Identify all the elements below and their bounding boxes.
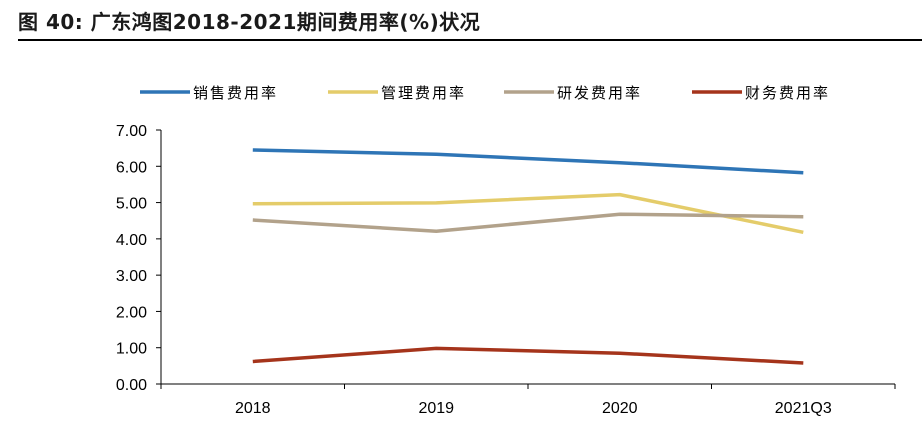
y-axis: 0.00 1.00 2.00 3.00 4.00 5.00 6.00 7.00 (116, 123, 162, 394)
y-tick-label: 5.00 (116, 196, 147, 213)
y-tick-label: 3.00 (116, 268, 147, 285)
series-line (252, 148, 804, 175)
x-tick-label: 2019 (418, 400, 454, 417)
series-line (252, 192, 804, 235)
figure-title: 图 40: 广东鸿图2018-2021期间费用率(%)状况 (18, 10, 481, 34)
x-tick-label: 2018 (235, 400, 271, 417)
y-tick-label: 2.00 (116, 304, 147, 321)
y-tick-label: 1.00 (116, 341, 147, 358)
series-lines (252, 148, 804, 365)
legend-label: 销售费用率 (193, 84, 278, 102)
x-tick-label: 2020 (602, 400, 638, 417)
legend-item: 财务费用率 (692, 84, 830, 102)
title-divider (18, 39, 922, 41)
legend-item: 研发费用率 (504, 84, 642, 102)
legend-label: 管理费用率 (381, 84, 466, 102)
legend-item: 管理费用率 (328, 84, 466, 102)
series-line (252, 346, 804, 365)
y-tick-label: 6.00 (116, 159, 147, 176)
legend-label: 研发费用率 (557, 84, 642, 102)
chart-legend: 销售费用率 管理费用率 研发费用率 财务费用率 (140, 84, 830, 102)
legend-label: 财务费用率 (745, 84, 830, 102)
legend-item: 销售费用率 (140, 84, 278, 102)
x-axis: 2018 2019 2020 2021Q3 (160, 383, 896, 417)
x-tick-label: 2021Q3 (775, 400, 832, 417)
y-tick-label: 4.00 (116, 232, 147, 249)
y-tick-label: 7.00 (116, 123, 147, 140)
series-line (252, 212, 804, 233)
y-tick-label: 0.00 (116, 377, 147, 394)
